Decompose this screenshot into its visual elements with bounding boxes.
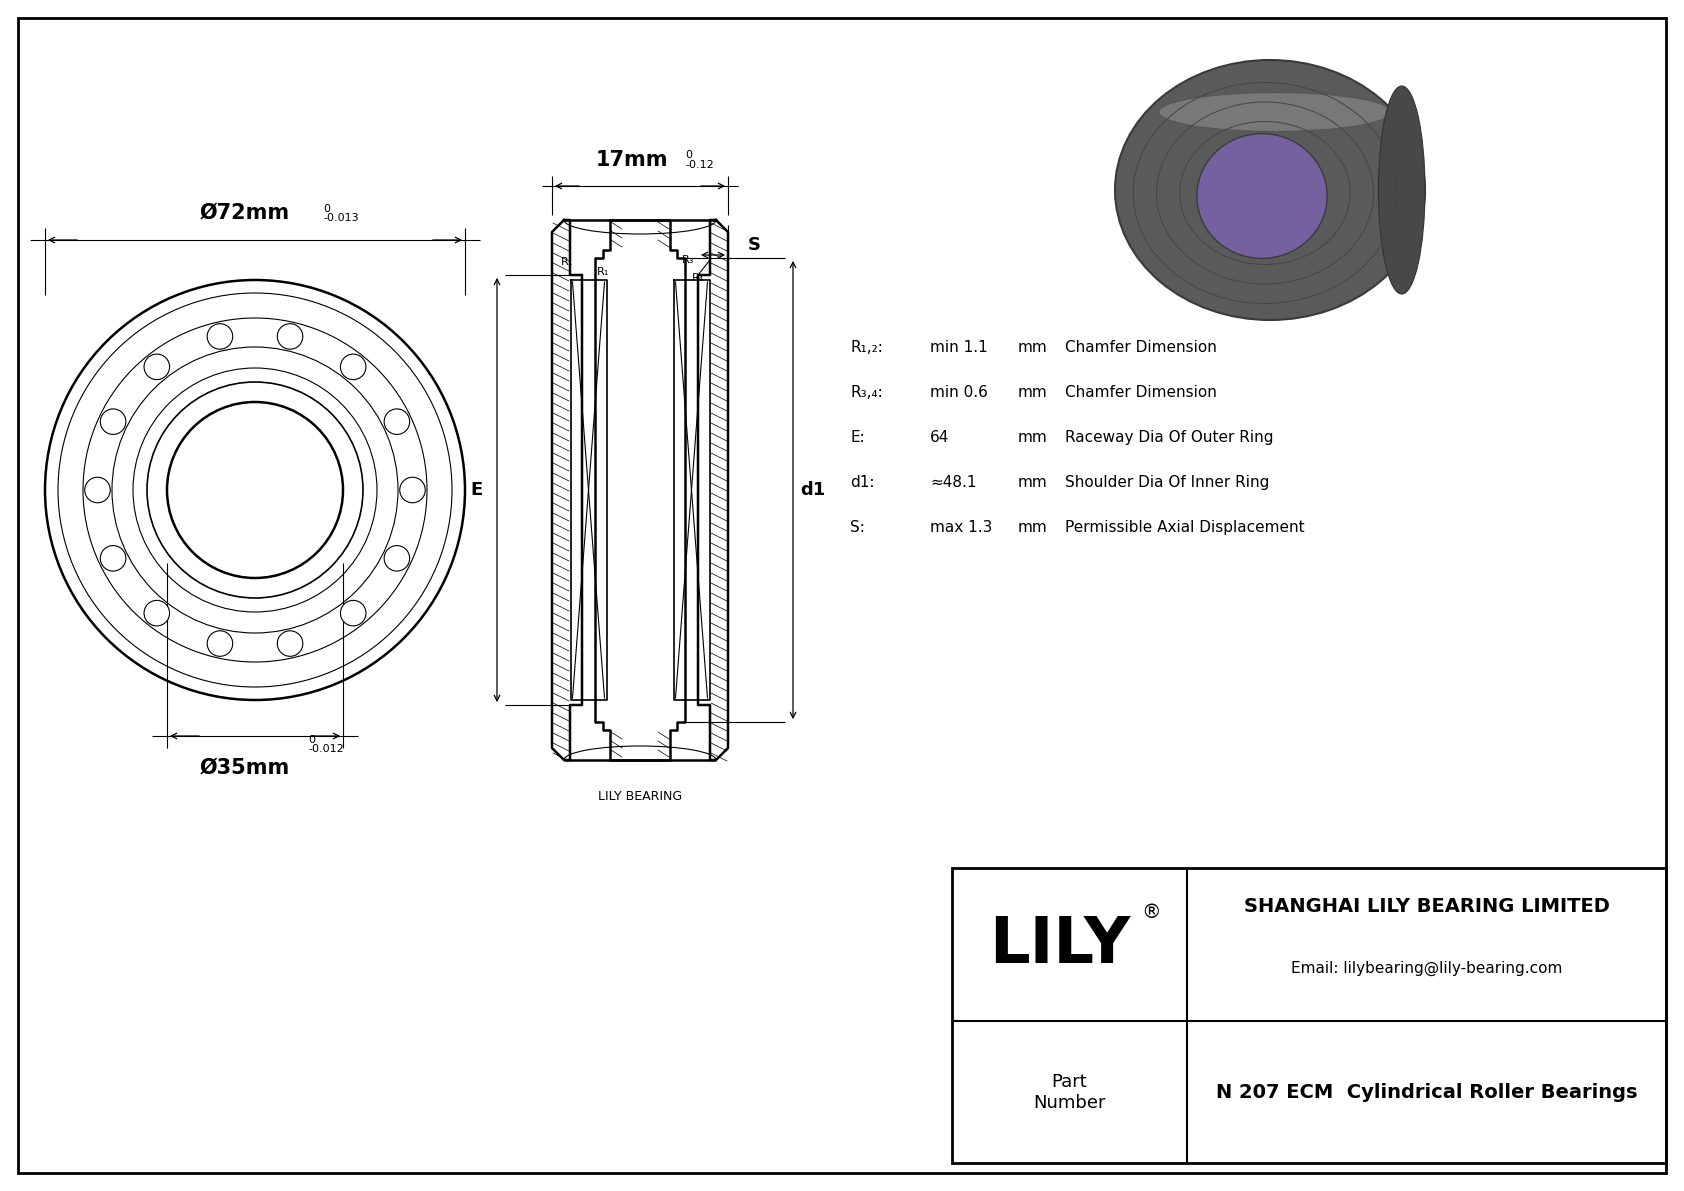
Circle shape	[168, 403, 342, 576]
Circle shape	[278, 324, 303, 349]
Text: Raceway Dia Of Outer Ring: Raceway Dia Of Outer Ring	[1064, 430, 1273, 445]
Text: ≈48.1: ≈48.1	[930, 475, 977, 490]
Circle shape	[145, 600, 170, 626]
Text: Chamfer Dimension: Chamfer Dimension	[1064, 385, 1218, 400]
Text: Shoulder Dia Of Inner Ring: Shoulder Dia Of Inner Ring	[1064, 475, 1270, 490]
Text: -0.012: -0.012	[308, 744, 344, 754]
Text: Permissible Axial Displacement: Permissible Axial Displacement	[1064, 520, 1305, 535]
Text: SHANGHAI LILY BEARING LIMITED: SHANGHAI LILY BEARING LIMITED	[1243, 897, 1610, 916]
Text: mm: mm	[1019, 430, 1047, 445]
Text: R₁: R₁	[598, 267, 610, 278]
Text: mm: mm	[1019, 385, 1047, 400]
Text: -0.013: -0.013	[323, 213, 359, 223]
Text: R₁: R₁	[561, 257, 573, 267]
Text: Ø72mm: Ø72mm	[200, 202, 290, 223]
Circle shape	[340, 600, 365, 626]
Text: min 0.6: min 0.6	[930, 385, 989, 400]
Text: R₃: R₃	[682, 255, 694, 266]
Text: 0: 0	[685, 150, 692, 160]
Text: R₃,₄:: R₃,₄:	[850, 385, 882, 400]
Circle shape	[145, 354, 170, 380]
Text: Email: lilybearing@lily-bearing.com: Email: lilybearing@lily-bearing.com	[1292, 961, 1563, 975]
Circle shape	[384, 545, 409, 572]
Bar	[951, 868, 1665, 1162]
Circle shape	[384, 409, 409, 435]
Text: mm: mm	[1019, 339, 1047, 355]
Text: mm: mm	[1019, 475, 1047, 490]
Text: Part
Number: Part Number	[1034, 1073, 1106, 1111]
Text: E:: E:	[850, 430, 866, 445]
Ellipse shape	[1115, 60, 1425, 320]
Text: R₄: R₄	[692, 273, 704, 283]
Text: S: S	[748, 236, 761, 254]
Circle shape	[399, 478, 426, 503]
Circle shape	[207, 324, 232, 349]
Text: LILY BEARING: LILY BEARING	[598, 790, 682, 803]
Text: 0: 0	[308, 735, 315, 746]
Text: max 1.3: max 1.3	[930, 520, 992, 535]
Text: N 207 ECM  Cylindrical Roller Bearings: N 207 ECM Cylindrical Roller Bearings	[1216, 1083, 1637, 1102]
Text: ®: ®	[1142, 903, 1162, 922]
Ellipse shape	[1159, 93, 1391, 131]
Text: LILY: LILY	[989, 913, 1130, 975]
Circle shape	[101, 409, 126, 435]
Text: d1:: d1:	[850, 475, 874, 490]
Text: R₁,₂:: R₁,₂:	[850, 339, 882, 355]
Circle shape	[101, 545, 126, 572]
Circle shape	[278, 631, 303, 656]
Text: Chamfer Dimension: Chamfer Dimension	[1064, 339, 1218, 355]
Text: E: E	[472, 481, 483, 499]
Text: Ø35mm: Ø35mm	[200, 757, 290, 778]
Text: d1: d1	[800, 481, 825, 499]
Text: min 1.1: min 1.1	[930, 339, 989, 355]
Text: -0.12: -0.12	[685, 160, 714, 170]
Circle shape	[340, 354, 365, 380]
Text: 64: 64	[930, 430, 950, 445]
Text: mm: mm	[1019, 520, 1047, 535]
Circle shape	[84, 478, 109, 503]
Circle shape	[45, 281, 465, 699]
Text: 0: 0	[323, 204, 330, 214]
Ellipse shape	[1197, 133, 1327, 258]
Ellipse shape	[1379, 86, 1425, 294]
Text: S:: S:	[850, 520, 866, 535]
Circle shape	[207, 631, 232, 656]
Text: 17mm: 17mm	[596, 150, 669, 170]
